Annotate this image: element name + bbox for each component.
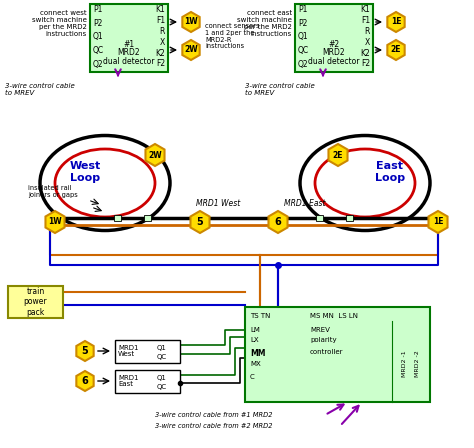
Text: MRD2: MRD2 <box>323 48 346 57</box>
Text: F1: F1 <box>361 16 370 25</box>
Text: MRD2: MRD2 <box>118 48 140 57</box>
Text: 3-wire control cable from #1 MRD2: 3-wire control cable from #1 MRD2 <box>155 412 273 418</box>
Text: MRD1
West: MRD1 West <box>118 345 138 358</box>
Text: 6: 6 <box>82 376 88 386</box>
FancyBboxPatch shape <box>90 4 168 72</box>
Text: Q1: Q1 <box>298 33 309 42</box>
Text: K2: K2 <box>155 49 165 58</box>
Text: 1E: 1E <box>433 217 443 227</box>
Text: 5: 5 <box>82 346 88 356</box>
Text: dual detector: dual detector <box>103 57 155 66</box>
Polygon shape <box>191 211 210 233</box>
Polygon shape <box>76 371 94 391</box>
Text: LM: LM <box>250 327 260 333</box>
Text: 2E: 2E <box>333 151 343 159</box>
Polygon shape <box>182 40 200 60</box>
Text: 3-wire control cable
to MREV: 3-wire control cable to MREV <box>245 83 315 96</box>
Text: 3-wire control cable
to MREV: 3-wire control cable to MREV <box>5 83 75 96</box>
Polygon shape <box>76 341 94 361</box>
FancyBboxPatch shape <box>115 370 180 393</box>
Text: 5: 5 <box>197 217 203 227</box>
Text: polarity: polarity <box>310 337 337 343</box>
Text: MRD1
East: MRD1 East <box>118 375 138 388</box>
Text: F2: F2 <box>156 60 165 69</box>
Text: 1W: 1W <box>48 217 62 227</box>
Text: K1: K1 <box>360 5 370 14</box>
Text: QC: QC <box>93 46 104 55</box>
Bar <box>346 215 353 221</box>
Text: F1: F1 <box>156 16 165 25</box>
Text: MX: MX <box>250 361 261 367</box>
Text: East
Loop: East Loop <box>375 161 405 183</box>
Text: R: R <box>365 27 370 36</box>
Polygon shape <box>428 211 447 233</box>
Bar <box>144 215 151 221</box>
Text: P2: P2 <box>298 19 307 28</box>
Text: Q1: Q1 <box>157 345 167 351</box>
Polygon shape <box>387 12 405 32</box>
Text: MRD2 -2: MRD2 -2 <box>416 351 420 377</box>
Text: controller: controller <box>310 349 344 355</box>
Bar <box>114 215 121 221</box>
Text: K2: K2 <box>360 49 370 58</box>
Bar <box>316 215 323 221</box>
Text: Q2: Q2 <box>298 60 309 69</box>
Text: Q1: Q1 <box>93 33 104 42</box>
Text: 2W: 2W <box>148 151 162 159</box>
FancyBboxPatch shape <box>8 286 63 318</box>
Text: C: C <box>250 374 255 380</box>
Text: K1: K1 <box>155 5 165 14</box>
Polygon shape <box>146 144 164 166</box>
Text: Q1: Q1 <box>157 375 167 381</box>
Text: X: X <box>160 38 165 47</box>
Text: connect sensors
1 and 2per the
MRD2-R
instructions: connect sensors 1 and 2per the MRD2-R in… <box>205 22 259 49</box>
Text: MS MN  LS LN: MS MN LS LN <box>310 313 358 319</box>
FancyBboxPatch shape <box>245 307 430 402</box>
Text: X: X <box>365 38 370 47</box>
FancyBboxPatch shape <box>115 340 180 363</box>
Polygon shape <box>328 144 347 166</box>
FancyBboxPatch shape <box>295 4 373 72</box>
Text: train
power
pack: train power pack <box>24 287 47 317</box>
Polygon shape <box>182 12 200 32</box>
Text: #2: #2 <box>328 40 339 49</box>
Text: QC: QC <box>157 384 167 390</box>
Text: MM: MM <box>250 349 265 358</box>
Text: 6: 6 <box>274 217 282 227</box>
Text: 2W: 2W <box>184 46 198 55</box>
Text: 3-wire control cable from #2 MRD2: 3-wire control cable from #2 MRD2 <box>155 423 273 429</box>
Polygon shape <box>268 211 288 233</box>
Text: MRD1 East: MRD1 East <box>284 199 326 208</box>
Text: R: R <box>160 27 165 36</box>
Text: Q2: Q2 <box>93 60 104 69</box>
Text: LX: LX <box>250 337 259 343</box>
Polygon shape <box>387 40 405 60</box>
Text: QC: QC <box>298 46 309 55</box>
Text: 1E: 1E <box>391 17 401 26</box>
Text: West
Loop: West Loop <box>69 161 100 183</box>
Text: 1W: 1W <box>184 17 198 26</box>
Text: insulated rail
joiners or gaps: insulated rail joiners or gaps <box>28 185 78 198</box>
Text: 2E: 2E <box>391 46 401 55</box>
Text: P1: P1 <box>93 5 102 14</box>
Text: connect west
switch machine
per the MRD2
instructions: connect west switch machine per the MRD2… <box>32 10 87 37</box>
Text: P2: P2 <box>93 19 102 28</box>
Text: QC: QC <box>157 354 167 360</box>
Text: MREV: MREV <box>310 327 330 333</box>
Text: #1: #1 <box>123 40 135 49</box>
Text: TS TN: TS TN <box>250 313 270 319</box>
Text: F2: F2 <box>361 60 370 69</box>
Text: dual detector: dual detector <box>308 57 360 66</box>
Text: P1: P1 <box>298 5 307 14</box>
Polygon shape <box>46 211 64 233</box>
Text: MRD2 -1: MRD2 -1 <box>402 351 408 377</box>
Text: MRD1 West: MRD1 West <box>196 199 240 208</box>
Text: connect east
switch machine
per the MRD2
instructions: connect east switch machine per the MRD2… <box>237 10 292 37</box>
